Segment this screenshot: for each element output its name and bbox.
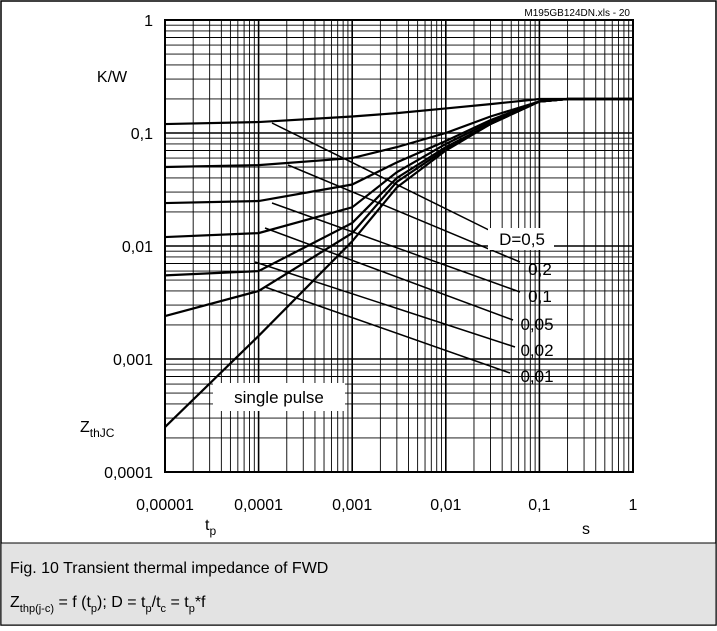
y-label-sub: thJC	[90, 426, 115, 440]
formula-part: *f	[195, 594, 206, 611]
series-label: 0,02	[520, 341, 553, 360]
y-unit: K/W	[97, 69, 128, 86]
formula-sub: p	[146, 603, 152, 615]
formula-part: = f (t	[54, 594, 91, 611]
formula-sub: thp(j-c)	[20, 603, 54, 615]
x-tick-label: 0,00001	[136, 497, 194, 514]
formula-part: = t	[166, 594, 189, 611]
y-label-main: Z	[80, 419, 90, 436]
source-note: M195GB124DN.xls - 20	[524, 8, 630, 19]
leader-lines	[254, 122, 521, 374]
formula-part: Z	[10, 594, 20, 611]
formula-part: /t	[152, 594, 161, 611]
y-tick-label: 0,001	[113, 352, 153, 369]
caption-box	[0, 542, 717, 626]
formula-sub: p	[91, 603, 97, 615]
series-line	[164, 97, 633, 428]
x-tick-label: 1	[629, 497, 638, 514]
label-bg	[488, 228, 554, 250]
y-tick-label: 0,01	[122, 239, 153, 256]
series-label: 0,2	[528, 260, 552, 279]
x-label-sub: p	[209, 524, 216, 538]
y-label: ZthJC	[80, 419, 115, 440]
leader-line	[271, 122, 498, 235]
plot-border	[164, 19, 634, 473]
formula-sub: c	[161, 603, 167, 615]
x-label: tp	[205, 517, 216, 538]
caption: Fig. 10 Transient thermal impedance of F…	[10, 560, 328, 577]
x-tick-label: 0,0001	[234, 497, 283, 514]
leader-line	[264, 286, 511, 374]
x-label-main: t	[205, 517, 210, 534]
formula: Zthp(j-c) = f (tp); D = tp/tc = tp*f	[10, 594, 206, 615]
x-tick-label: 0,1	[528, 497, 550, 514]
series-label: D=0,5	[499, 230, 545, 249]
formula-sub: p	[189, 603, 195, 615]
series-label: 0,05	[520, 315, 553, 334]
x-tick-label: 0,01	[430, 497, 461, 514]
series-label: 0,01	[520, 367, 553, 386]
y-tick-label: 0,0001	[104, 465, 153, 482]
curves	[164, 97, 633, 428]
y-tick-label: 0,1	[131, 126, 153, 143]
leader-line	[254, 261, 516, 348]
x-unit: s	[582, 521, 590, 538]
series-label: 0,1	[528, 287, 552, 306]
series-label: single pulse	[234, 388, 324, 407]
y-tick-label: 1	[144, 13, 153, 30]
x-tick-label: 0,001	[332, 497, 372, 514]
leader-line	[264, 227, 514, 321]
formula-part: ); D = t	[97, 594, 146, 611]
label-bg	[213, 383, 345, 411]
leader-line	[287, 164, 521, 263]
